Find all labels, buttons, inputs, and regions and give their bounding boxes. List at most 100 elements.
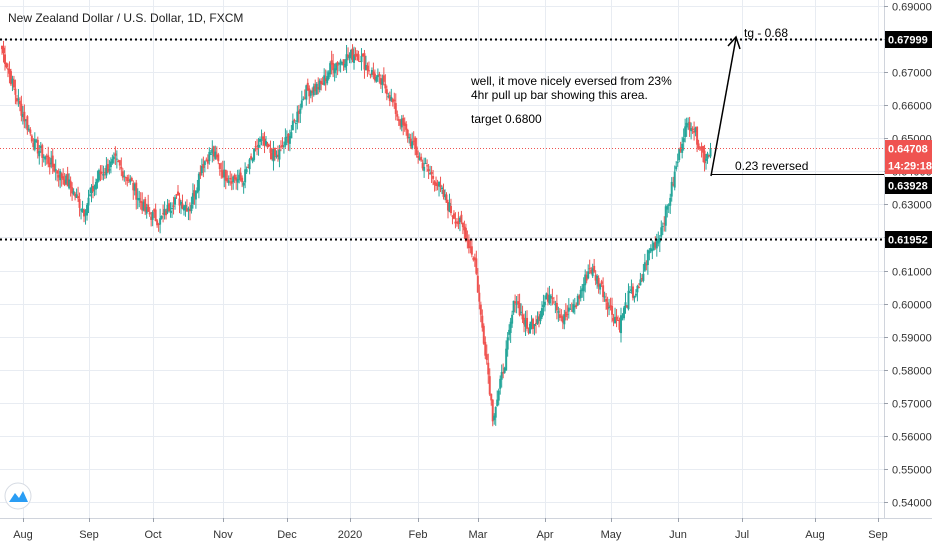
candle: [162, 204, 165, 223]
candle: [96, 170, 99, 189]
y-tick-label: 0.69000: [892, 2, 932, 14]
tradingview-logo-icon[interactable]: [4, 482, 32, 510]
candle: [115, 150, 118, 169]
candle: [54, 159, 57, 181]
candle: [341, 61, 344, 66]
candle: [318, 78, 321, 93]
candle: [262, 133, 265, 147]
candle: [376, 68, 379, 83]
candle: [235, 174, 238, 190]
candle: [300, 90, 303, 110]
candle: [454, 212, 457, 229]
candle: [448, 193, 451, 213]
x-tick-label: Apr: [536, 529, 553, 541]
candle: [469, 239, 472, 254]
candle: [378, 71, 381, 84]
candle: [546, 287, 549, 306]
candle: [693, 121, 696, 141]
candle: [537, 311, 540, 328]
candle: [72, 188, 75, 196]
candle: [93, 184, 96, 197]
candle: [400, 115, 403, 132]
candle: [99, 165, 102, 182]
reversed-label: 0.23 reversed: [735, 159, 808, 173]
candle: [160, 215, 163, 220]
candle: [615, 308, 618, 328]
candle: [181, 194, 184, 210]
candle: [512, 300, 515, 315]
candle: [382, 67, 385, 86]
time-axis[interactable]: Aug Sep Oct Nov Dec 2020 Feb Mar Apr May Jun Jul Aug…: [13, 518, 888, 541]
candle: [205, 157, 208, 162]
candle: [273, 147, 276, 161]
candle: [330, 50, 333, 75]
candle: [675, 161, 678, 172]
candle: [582, 277, 585, 301]
candle: [217, 152, 220, 165]
candle: [661, 222, 664, 235]
candle: [521, 305, 524, 324]
candle: [482, 323, 485, 345]
candle: [84, 209, 87, 225]
candle: [42, 154, 45, 163]
candle: [21, 106, 24, 125]
candle: [260, 129, 263, 146]
candle: [267, 143, 270, 148]
candle: [314, 79, 317, 96]
candle: [247, 164, 250, 169]
candle: [657, 231, 660, 247]
candle: [266, 141, 269, 148]
candle: [68, 173, 71, 190]
candle: [184, 201, 187, 217]
support-price-label: 0.61952: [885, 231, 932, 248]
candle: [506, 332, 509, 357]
candle: [257, 137, 260, 156]
candle: [172, 196, 175, 215]
candle: [233, 173, 236, 184]
candle: [432, 169, 435, 186]
candle: [305, 84, 308, 106]
candle: [585, 271, 588, 284]
candle: [515, 296, 518, 314]
candle: [142, 199, 145, 212]
candle: [174, 195, 177, 210]
candle: [193, 184, 196, 205]
candle: [30, 134, 33, 144]
svg-text:0.61952: 0.61952: [888, 235, 928, 247]
candle: [494, 406, 497, 426]
candle: [688, 116, 691, 137]
candle: [221, 160, 224, 179]
candle: [18, 97, 21, 112]
candle: [288, 129, 291, 152]
candle: [627, 283, 630, 311]
candle: [648, 248, 651, 261]
candle: [14, 79, 17, 105]
candle: [208, 147, 211, 165]
target-arrow[interactable]: [710, 37, 737, 177]
candle: [311, 87, 314, 103]
candle: [640, 274, 643, 283]
candle: [6, 63, 9, 78]
candle: [57, 168, 60, 187]
candle: [41, 143, 44, 167]
candle: [2, 40, 5, 63]
candle: [406, 128, 409, 143]
candle: [117, 159, 120, 163]
candle: [80, 207, 83, 220]
candle: [699, 146, 702, 151]
candle: [47, 146, 50, 168]
candle: [296, 105, 299, 130]
candle: [206, 154, 209, 170]
candle: [127, 174, 130, 184]
candle: [570, 302, 573, 312]
candle: [587, 264, 590, 280]
x-tick-label: Jun: [669, 529, 687, 541]
candle: [393, 92, 396, 109]
candle: [672, 176, 675, 187]
y-tick-label: 0.59000: [892, 333, 932, 345]
candle: [676, 153, 679, 167]
candle: [685, 117, 688, 137]
candle: [39, 141, 42, 153]
candle: [239, 167, 242, 182]
